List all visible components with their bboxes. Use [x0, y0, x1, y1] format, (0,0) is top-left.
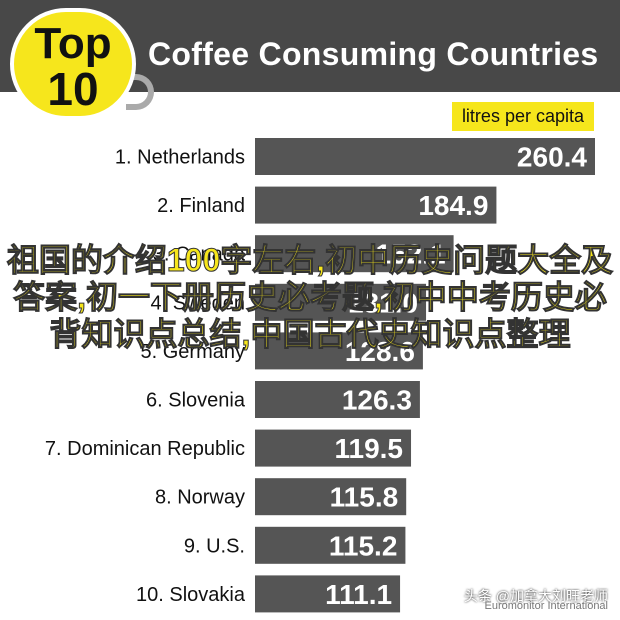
- value-label: 115.2: [329, 530, 398, 561]
- category-label: 7. Dominican Republic: [45, 438, 245, 460]
- category-label: 3. Canada: [153, 244, 246, 266]
- value-label: 128.6: [345, 336, 415, 367]
- category-label: 4. Sweden: [150, 292, 245, 314]
- category-label: 2. Finland: [157, 195, 245, 217]
- badge-number: 10: [47, 63, 99, 115]
- value-label: 119.5: [334, 433, 403, 464]
- value-label: 260.4: [517, 142, 587, 173]
- value-label: 115.8: [330, 482, 399, 513]
- category-label: 10. Slovakia: [136, 584, 246, 606]
- top-10-badge: Top 10: [10, 8, 154, 130]
- bar-6: [255, 381, 420, 418]
- bar-7: [255, 429, 412, 467]
- badge-top-text: Top: [34, 19, 112, 68]
- category-label: 9. U.S.: [184, 535, 245, 557]
- bar-10: [255, 575, 401, 613]
- value-label: 111.1: [325, 579, 392, 610]
- watermark: 头条 @加拿大刘旺老师: [463, 588, 608, 604]
- bar-2: [255, 186, 497, 224]
- bar-1: [255, 138, 595, 175]
- category-label: 6. Slovenia: [146, 390, 246, 412]
- source-credit: Euromonitor International: [484, 600, 608, 612]
- category-label: 5. Germany: [141, 341, 245, 363]
- bar-4: [255, 283, 427, 321]
- value-label: 152.1: [376, 239, 446, 270]
- value-label: 184.9: [418, 190, 488, 221]
- value-label: 131.0: [348, 287, 418, 318]
- bar-9: [255, 526, 406, 564]
- bar-3: [255, 235, 454, 273]
- unit-label: litres per capita: [451, 102, 594, 131]
- chart-title: Coffee Consuming Countries: [148, 36, 599, 72]
- coffee-cup-icon: [10, 8, 136, 120]
- category-label: 1. Netherlands: [115, 147, 245, 169]
- bar-8: [255, 478, 407, 516]
- value-label: 126.3: [342, 385, 412, 416]
- cup-handle-icon: [126, 74, 154, 110]
- category-label: 8. Norway: [155, 487, 245, 509]
- bar-5: [255, 332, 423, 370]
